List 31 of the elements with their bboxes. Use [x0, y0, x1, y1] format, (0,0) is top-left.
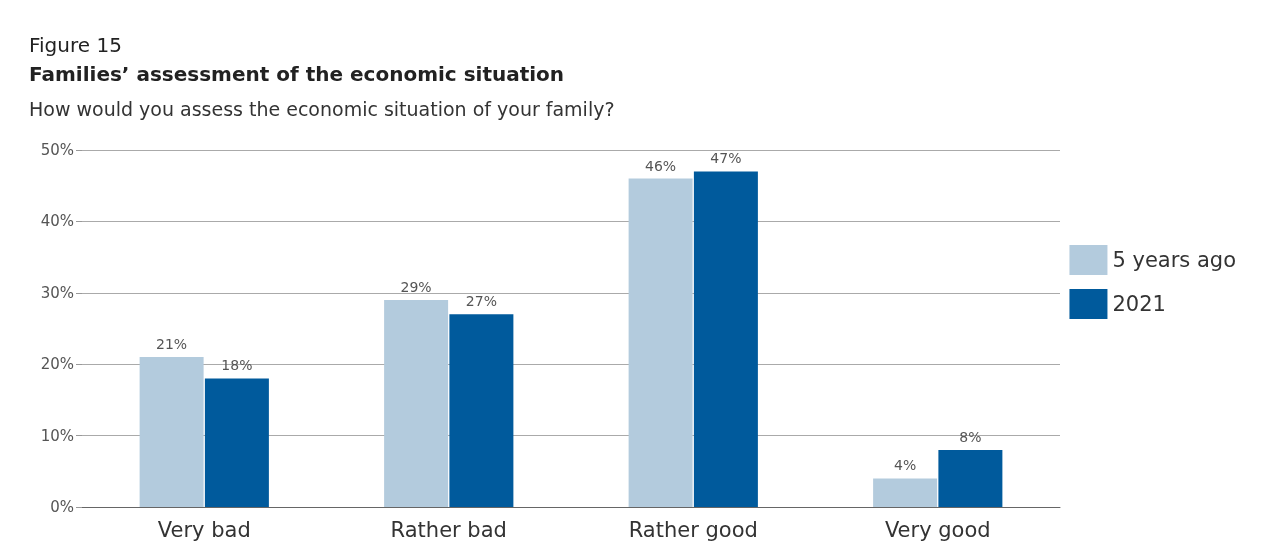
bar	[384, 299, 449, 507]
legend-label: 2021	[1112, 292, 1166, 316]
bar	[873, 478, 938, 507]
chart-title: Families’ assessment of the economic situation	[29, 62, 565, 86]
data-label: 47%	[710, 150, 742, 167]
y-tick-label: 40%	[40, 212, 74, 231]
x-tick-label: Rather good	[628, 517, 758, 542]
bar	[693, 171, 758, 507]
data-label: 27%	[465, 293, 497, 310]
data-label: 21%	[156, 336, 188, 353]
y-tick-label: 10%	[40, 426, 74, 445]
y-tick-label: 0%	[50, 498, 74, 516]
caption: Figure 15	[29, 33, 122, 57]
chart-subtitle: How would you assess the economic situation of your family?	[29, 97, 615, 120]
x-tick-label: Very bad	[157, 517, 251, 542]
data-label: 18%	[221, 357, 253, 374]
y-tick-label: 50%	[40, 141, 74, 159]
x-tick-label: Very good	[884, 517, 991, 542]
data-label: 29%	[400, 278, 432, 295]
bar	[628, 178, 693, 507]
bar	[449, 314, 514, 507]
x-tick-label: Rather bad	[390, 517, 507, 542]
legend-label: 5 years ago	[1112, 248, 1237, 272]
bar	[139, 357, 204, 507]
bar	[938, 449, 1003, 507]
data-label: 4%	[894, 457, 917, 474]
y-tick-label: 20%	[40, 355, 74, 374]
bar	[204, 378, 269, 507]
y-tick-label: 30%	[40, 283, 74, 302]
data-label: 46%	[645, 157, 677, 174]
data-label: 8%	[959, 428, 982, 445]
